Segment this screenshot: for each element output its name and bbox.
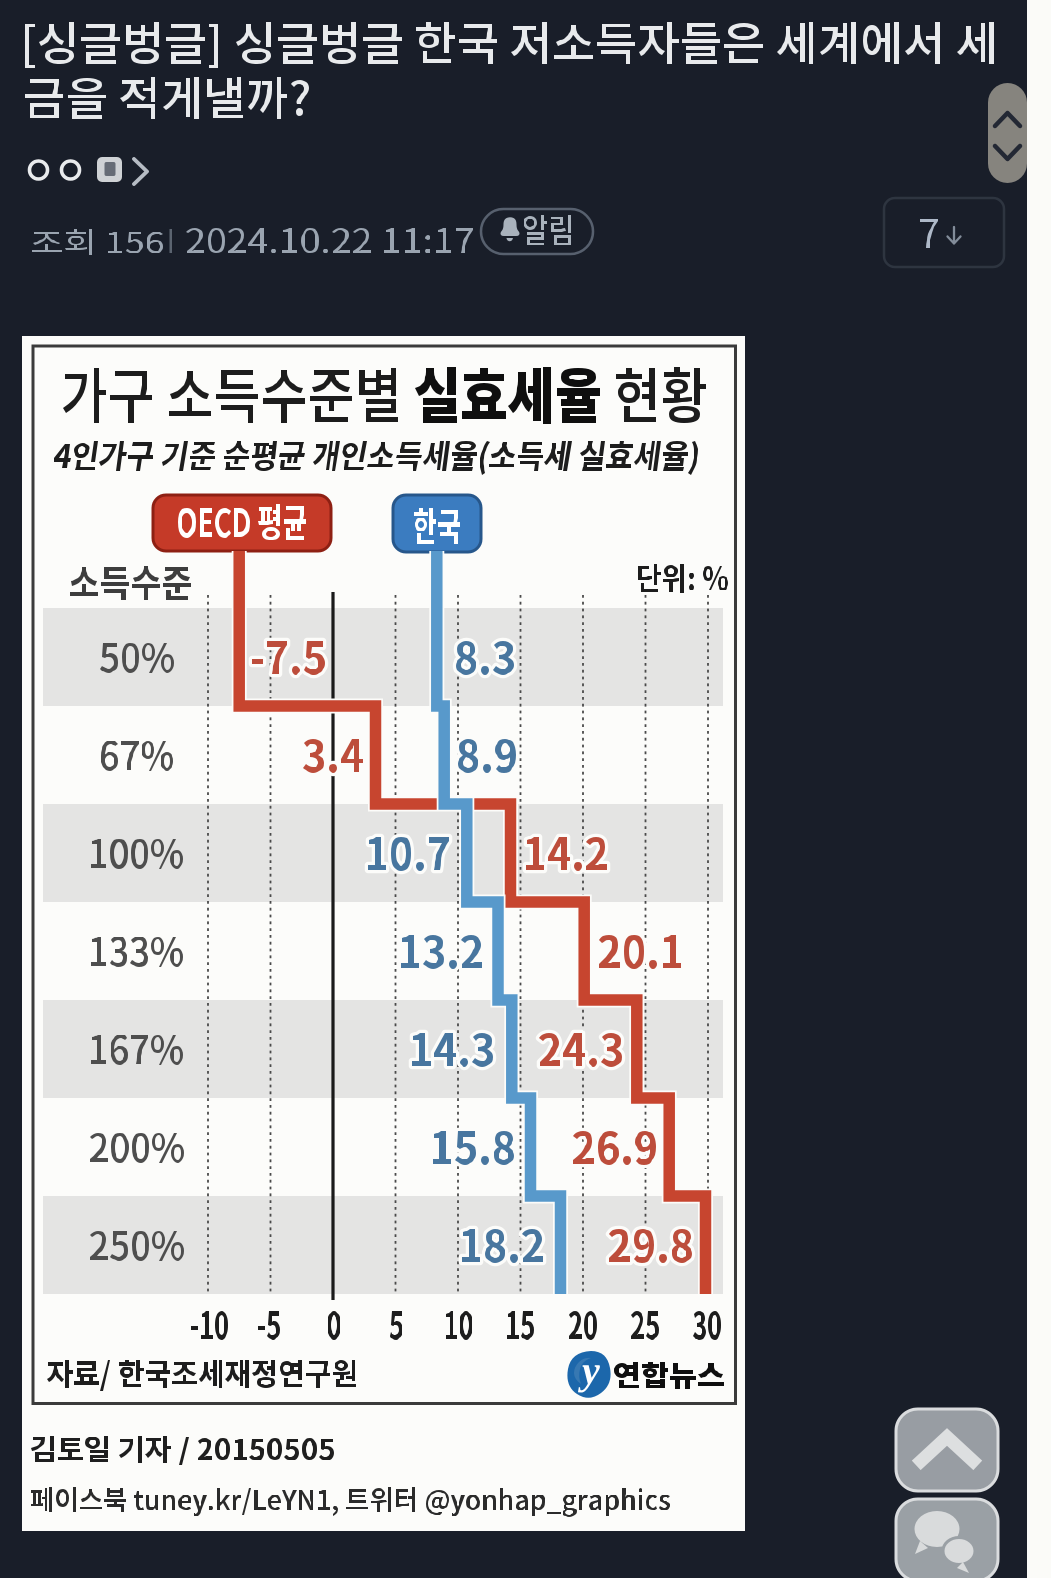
svg-text:y: y	[578, 1348, 600, 1393]
